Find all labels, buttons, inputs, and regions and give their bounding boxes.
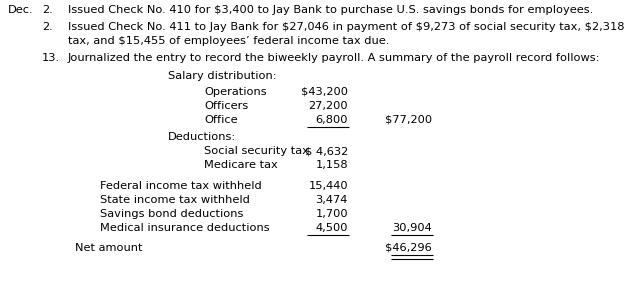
Text: Issued Check No. 411 to Jay Bank for $27,046 in payment of $9,273 of social secu: Issued Check No. 411 to Jay Bank for $27… xyxy=(68,22,624,32)
Text: Dec.: Dec. xyxy=(8,5,34,15)
Text: Net amount: Net amount xyxy=(75,243,142,253)
Text: 27,200: 27,200 xyxy=(308,101,348,111)
Text: Medicare tax: Medicare tax xyxy=(204,160,278,170)
Text: State income tax withheld: State income tax withheld xyxy=(100,195,250,205)
Text: 6,800: 6,800 xyxy=(316,115,348,125)
Text: 3,474: 3,474 xyxy=(316,195,348,205)
Text: Operations: Operations xyxy=(204,87,266,97)
Text: 1,158: 1,158 xyxy=(315,160,348,170)
Text: Social security tax: Social security tax xyxy=(204,146,309,156)
Text: Deductions:: Deductions: xyxy=(168,132,236,142)
Text: $46,296: $46,296 xyxy=(385,243,432,253)
Text: $43,200: $43,200 xyxy=(301,87,348,97)
Text: 13.: 13. xyxy=(42,53,60,63)
Text: 2.: 2. xyxy=(42,22,53,32)
Text: Journalized the entry to record the biweekly payroll. A summary of the payroll r: Journalized the entry to record the biwe… xyxy=(68,53,600,63)
Text: $ 4,632: $ 4,632 xyxy=(305,146,348,156)
Text: tax, and $15,455 of employees’ federal income tax due.: tax, and $15,455 of employees’ federal i… xyxy=(68,36,389,46)
Text: $77,200: $77,200 xyxy=(385,115,432,125)
Text: 30,904: 30,904 xyxy=(392,223,432,233)
Text: Officers: Officers xyxy=(204,101,248,111)
Text: Office: Office xyxy=(204,115,238,125)
Text: 1,700: 1,700 xyxy=(315,209,348,219)
Text: 2.: 2. xyxy=(42,5,53,15)
Text: 4,500: 4,500 xyxy=(316,223,348,233)
Text: Federal income tax withheld: Federal income tax withheld xyxy=(100,181,261,191)
Text: Issued Check No. 410 for $3,400 to Jay Bank to purchase U.S. savings bonds for e: Issued Check No. 410 for $3,400 to Jay B… xyxy=(68,5,593,15)
Text: Savings bond deductions: Savings bond deductions xyxy=(100,209,243,219)
Text: Salary distribution:: Salary distribution: xyxy=(168,71,276,81)
Text: Medical insurance deductions: Medical insurance deductions xyxy=(100,223,270,233)
Text: 15,440: 15,440 xyxy=(308,181,348,191)
